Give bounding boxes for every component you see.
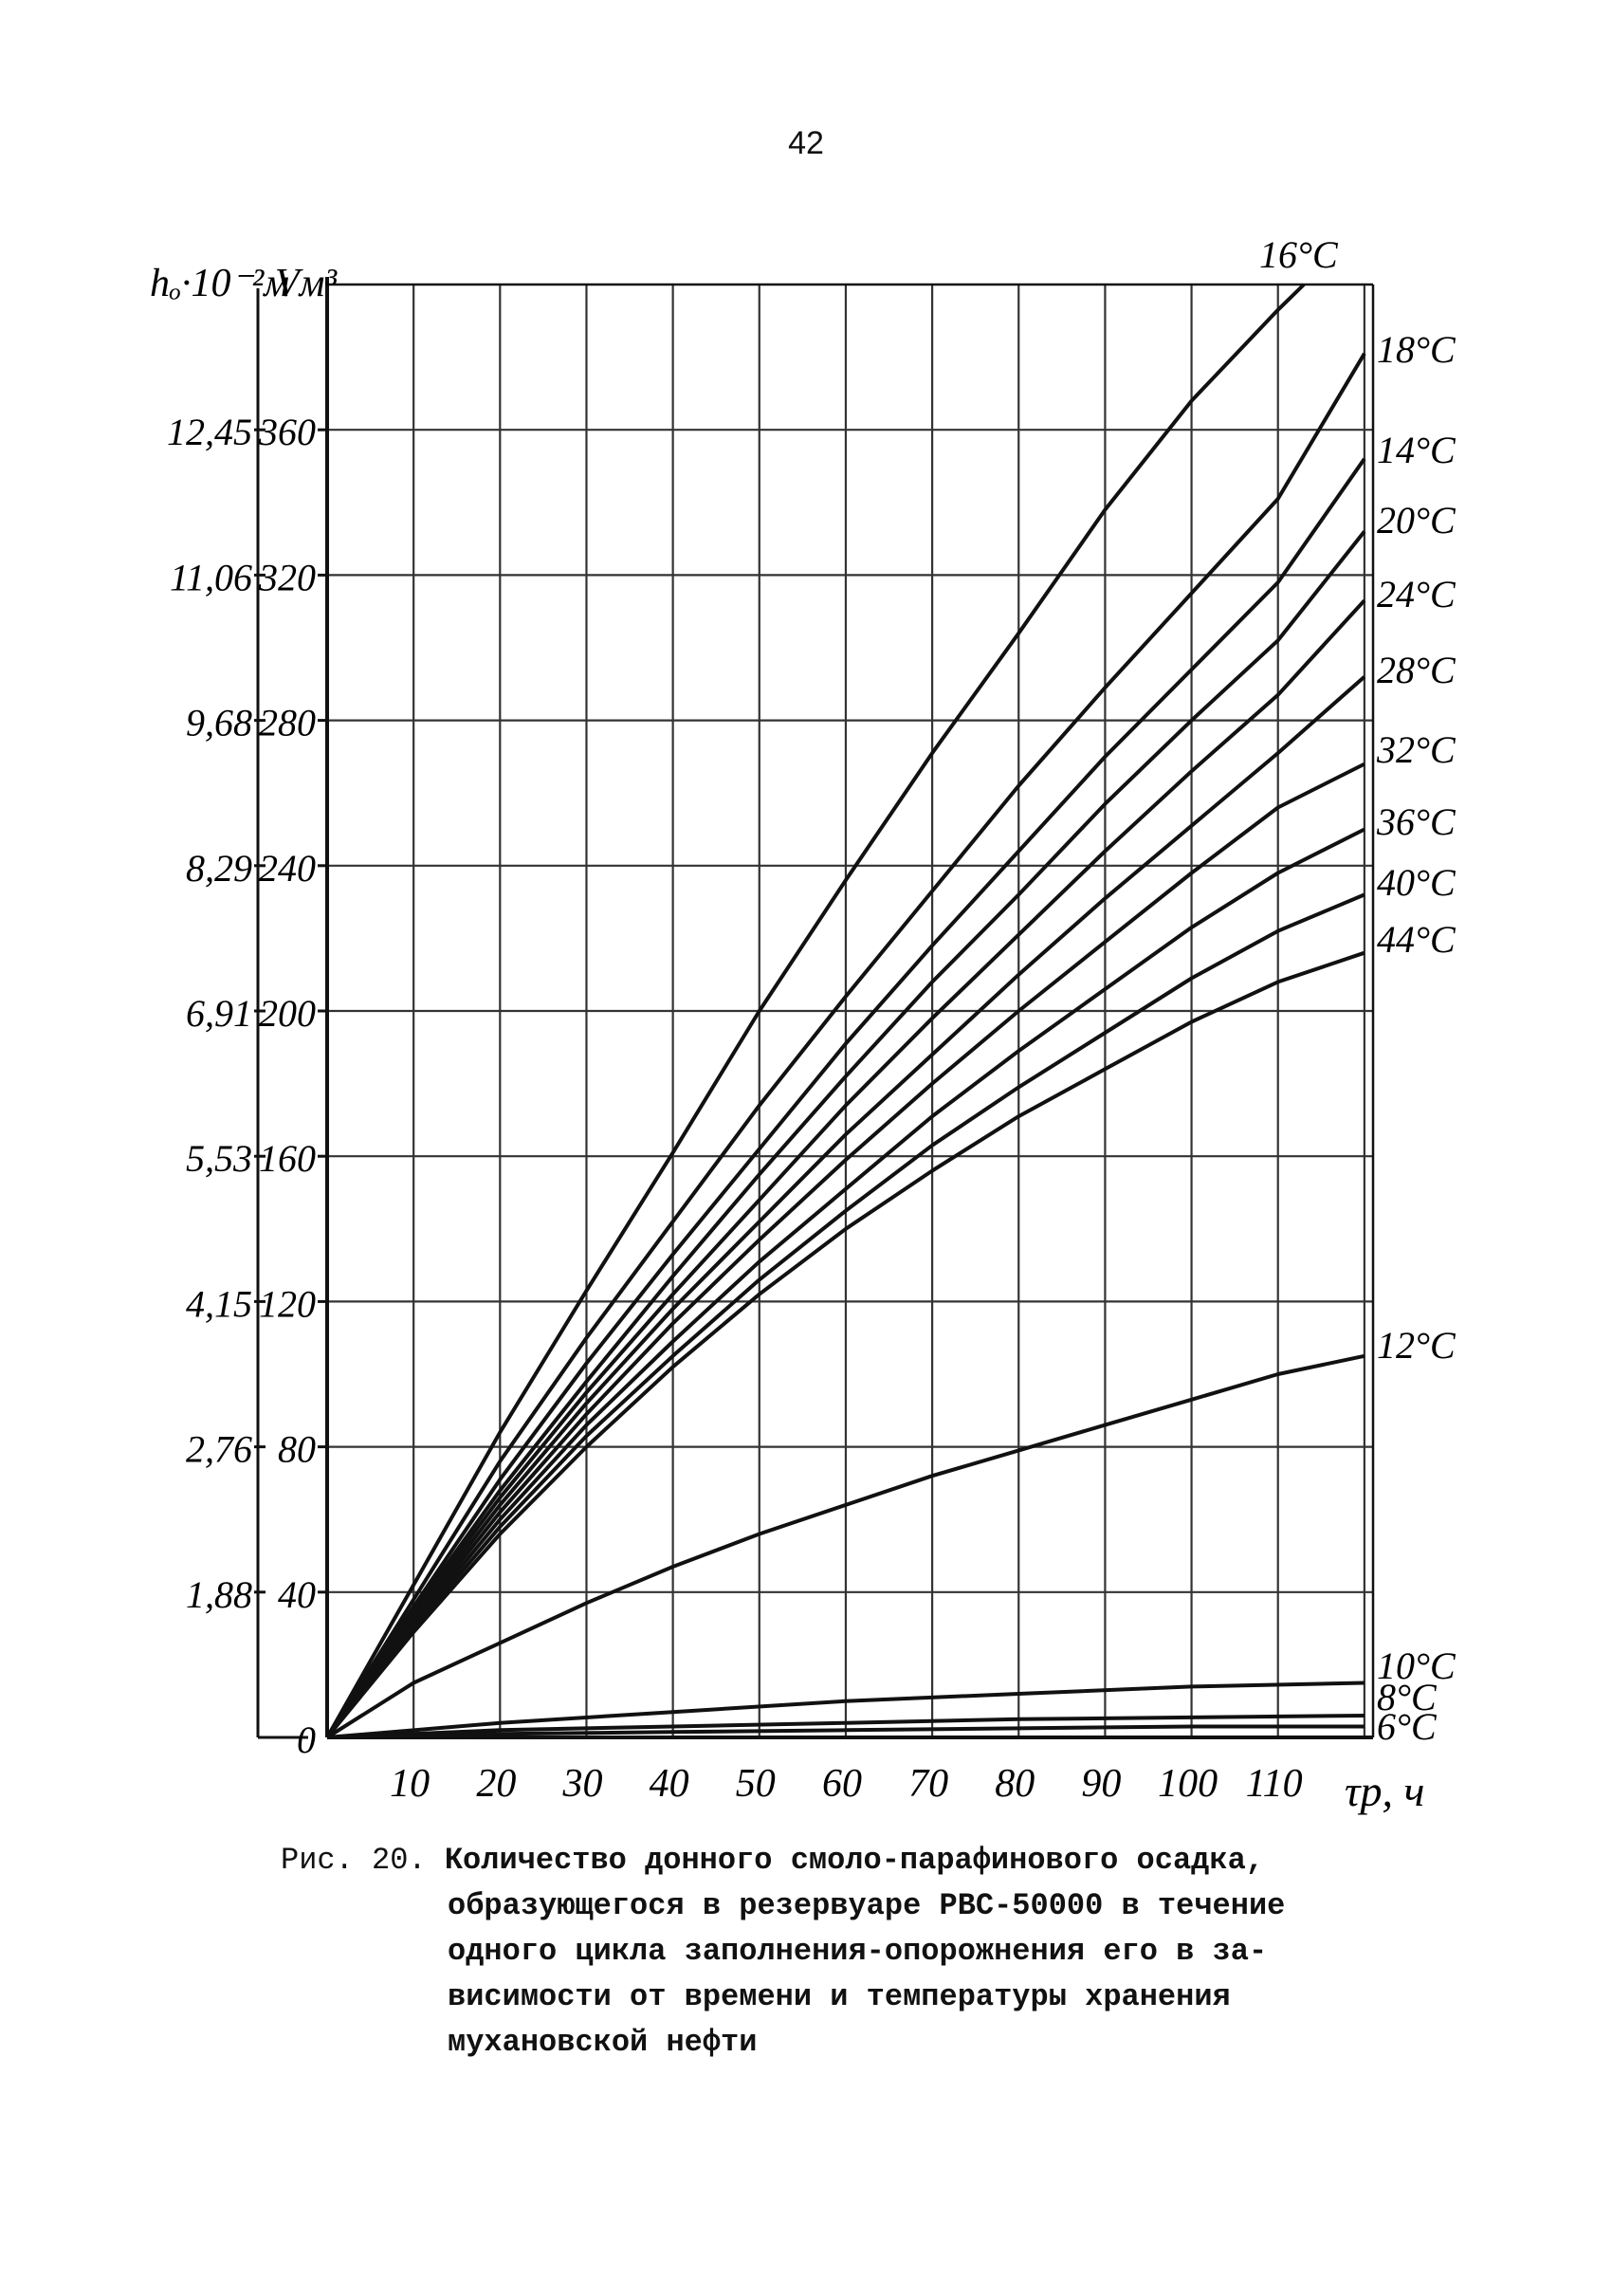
series-label: 20°C [1377, 499, 1456, 542]
series-line [325, 598, 1366, 1739]
x-tick-label: 10 [390, 1762, 430, 1806]
x-tick-label: 100 [1158, 1762, 1218, 1806]
series-line [326, 1681, 1365, 1739]
y-tick-label: 160 [259, 1137, 316, 1180]
y-tick-label-outer: 11,06 [170, 556, 252, 598]
series-label: 12°C [1377, 1324, 1456, 1367]
chart-series-labels: 16°C 18°C 14°C 20°C 24°C 28°C 32°C 36°C 40°C 44°C… [1259, 233, 1456, 1748]
y-tick-label: 320 [258, 556, 316, 598]
caption-text: Количество донного смоло-парафинового ос… [444, 1843, 1264, 1878]
series-label: 10°C [1377, 1644, 1456, 1687]
y-tick-label-outer: 8,29 [186, 847, 252, 890]
series-label: 32°C [1376, 728, 1456, 771]
y-tick-label-outer: 5,53 [186, 1137, 252, 1180]
series-line [325, 352, 1366, 1739]
y-tick-label-outer: 6,91 [186, 992, 252, 1035]
caption-line: образующегося в резервуаре РВС-50000 в т… [448, 1888, 1286, 1923]
series-label: 40°C [1377, 861, 1456, 904]
y-tick-label: 200 [259, 992, 316, 1035]
y-tick-label: 0 [297, 1718, 316, 1761]
y-tick-label: 280 [259, 702, 316, 744]
series-label: 16°C [1259, 233, 1339, 276]
caption-label: Рис. 20. [281, 1843, 427, 1878]
series-line [325, 762, 1365, 1739]
series-label: 6°C [1377, 1705, 1438, 1748]
series-label: 28°C [1377, 649, 1456, 691]
caption-line: висимости от времени и температуры хране… [448, 1979, 1231, 2014]
series-line [325, 283, 1306, 1738]
y-tick-label: 240 [259, 847, 316, 890]
y-tick-label-outer: 2,76 [186, 1428, 252, 1471]
series-line [325, 827, 1365, 1739]
x-tick-label: 20 [476, 1762, 516, 1806]
page-number: 42 [788, 125, 824, 161]
y-tick-label-outer: 12,45 [167, 411, 252, 453]
y-tick-label-outer: 9,68 [186, 702, 252, 744]
series-line [325, 457, 1366, 1739]
x-axis-label: τp, ч [1345, 1767, 1424, 1815]
x-tick-label: 80 [995, 1762, 1035, 1806]
chart-series [325, 283, 1366, 1739]
y-tick-label: 120 [259, 1282, 316, 1325]
x-tick-label: 90 [1081, 1762, 1121, 1806]
series-label: 24°C [1377, 573, 1456, 615]
caption-line: одного цикла заполнения-опорожнения его … [448, 1934, 1268, 1969]
y-tick-label: 360 [258, 411, 316, 453]
series-label: 14°C [1377, 429, 1456, 471]
y-tick-label-outer: 1,88 [186, 1573, 252, 1616]
chart-axes [256, 277, 1375, 1739]
series-line [326, 1714, 1365, 1739]
series-line [326, 1724, 1365, 1739]
y-tick-label: 40 [278, 1573, 316, 1616]
x-tick-label: 50 [736, 1762, 776, 1806]
caption-line: мухановской нефти [448, 2025, 758, 2060]
series-line [325, 950, 1365, 1739]
caption-line: Рис. 20. Количество донного смоло-парафи… [281, 1838, 1419, 1883]
series-line [325, 675, 1366, 1739]
series-line [325, 1353, 1365, 1739]
series-label: 18°C [1377, 328, 1456, 371]
series-label: 36°C [1376, 800, 1456, 843]
x-tick-label: 40 [650, 1762, 689, 1806]
x-tick-label: 110 [1246, 1762, 1303, 1806]
chart-grid [327, 285, 1373, 1737]
y-axis-label-outer: hₒ·10⁻²м [150, 262, 289, 305]
y-axis-label-inner: Vм³ [275, 262, 338, 305]
x-tick-label: 60 [822, 1762, 862, 1806]
series-label: 44°C [1377, 918, 1456, 961]
series-line [325, 892, 1365, 1739]
y-tick-label: 80 [278, 1428, 316, 1471]
y-tick-label-outer: 4,15 [186, 1282, 252, 1325]
x-tick-label: 70 [908, 1762, 948, 1806]
series-label: 8°C [1377, 1676, 1438, 1718]
x-tick-label: 30 [561, 1762, 602, 1806]
figure-caption: Рис. 20. Количество донного смоло-парафи… [281, 1838, 1419, 2066]
series-line [325, 530, 1366, 1739]
